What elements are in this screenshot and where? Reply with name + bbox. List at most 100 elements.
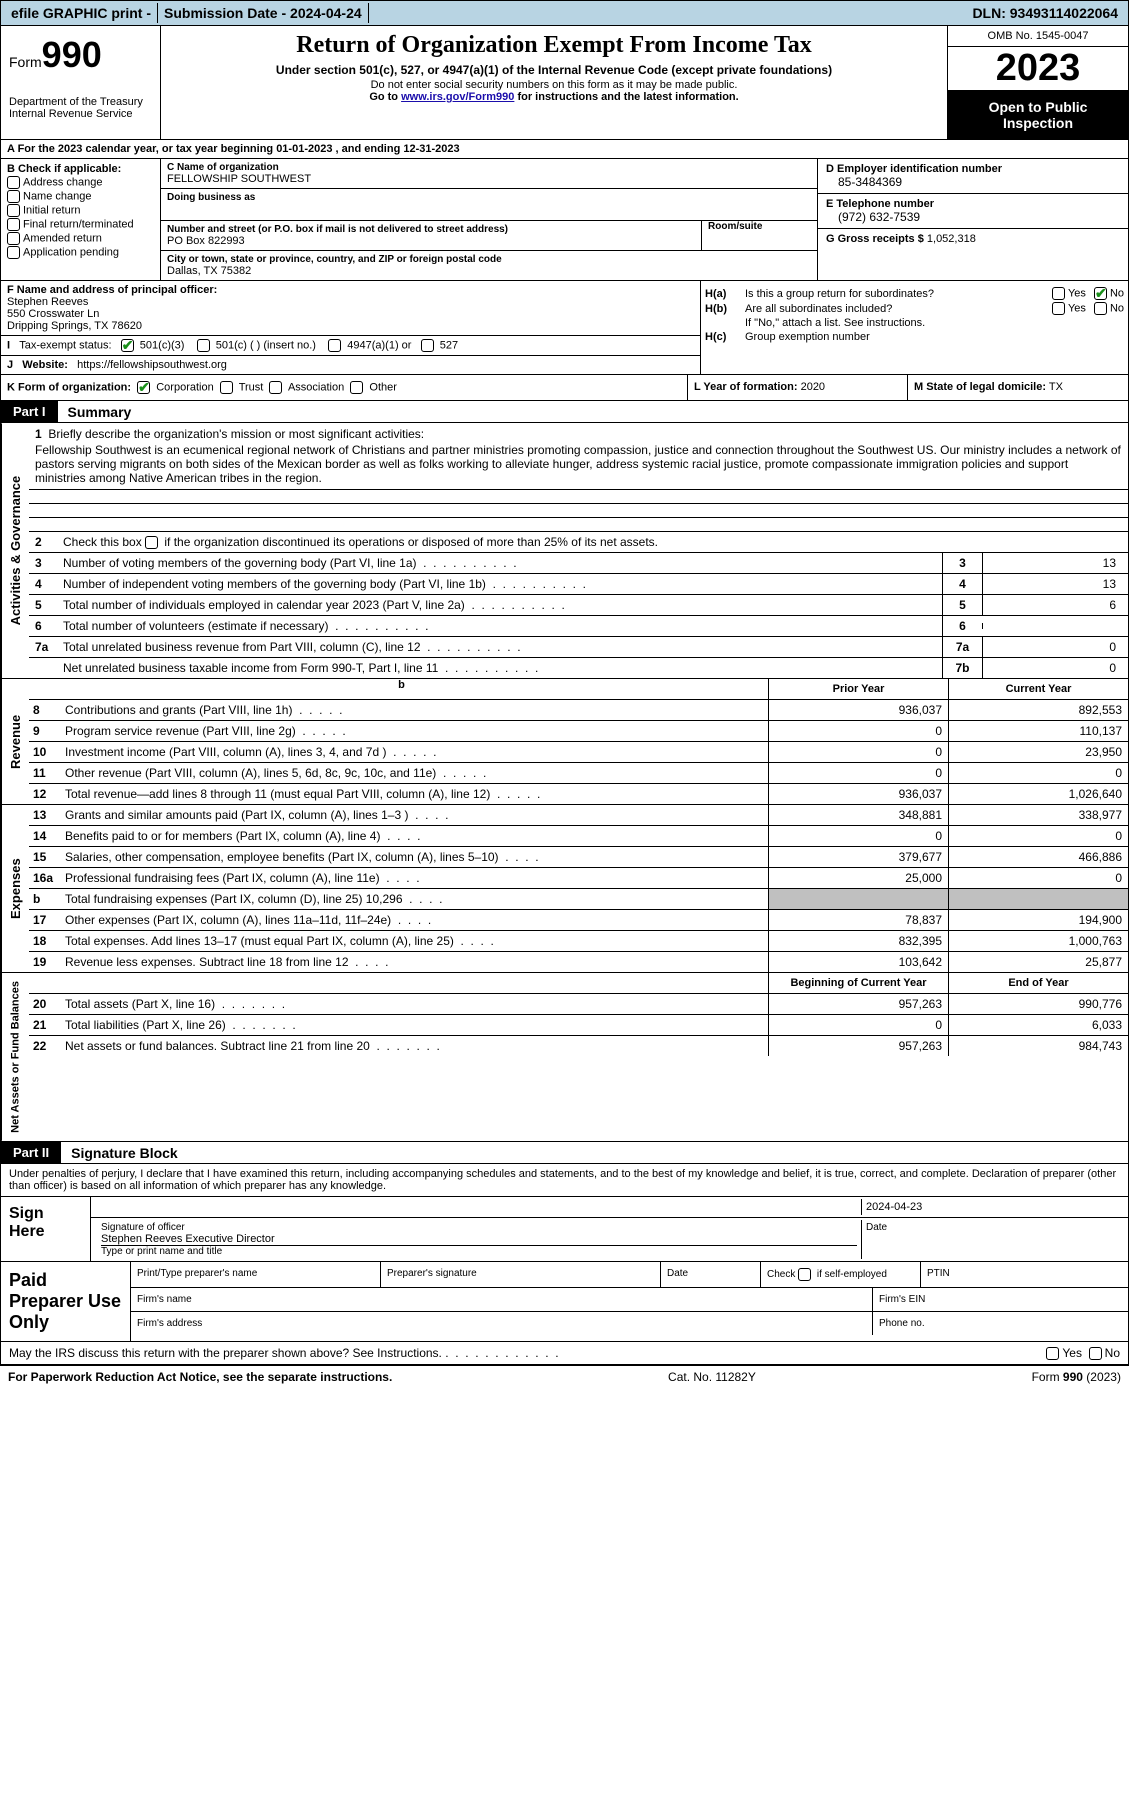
cat-no: Cat. No. 11282Y — [668, 1370, 756, 1384]
expenses-section: Expenses 13Grants and similar amounts pa… — [0, 805, 1129, 973]
governance-section: Activities & Governance 1 Briefly descri… — [0, 423, 1129, 679]
prep-date-label: Date — [661, 1262, 761, 1287]
chk-address[interactable]: Address change — [7, 176, 154, 189]
net-assets-section: Net Assets or Fund Balances Beginning of… — [0, 973, 1129, 1142]
ha-yes[interactable] — [1052, 287, 1065, 300]
exp-line-b: bTotal fundraising expenses (Part IX, co… — [29, 889, 1128, 910]
section-c: C Name of organization FELLOWSHIP SOUTHW… — [161, 159, 818, 280]
hb-yes[interactable] — [1052, 302, 1065, 315]
website-url: https://fellowshipsouthwest.org — [77, 359, 227, 371]
chk-name[interactable]: Name change — [7, 190, 154, 203]
gross-label: G Gross receipts $ — [826, 233, 924, 245]
org-name-box: C Name of organization FELLOWSHIP SOUTHW… — [161, 159, 817, 189]
section-j: J Website: https://fellowshipsouthwest.o… — [1, 356, 700, 374]
officer-name: Stephen Reeves — [7, 296, 694, 308]
net-line-21: 21Total liabilities (Part X, line 26) . … — [29, 1015, 1128, 1036]
dba-label: Doing business as — [167, 192, 811, 203]
part2-header: Part II Signature Block — [0, 1142, 1129, 1164]
gov-line-6: 6Total number of volunteers (estimate if… — [29, 616, 1128, 637]
prep-sig-label: Preparer's signature — [381, 1262, 661, 1287]
firm-phone-label: Phone no. — [873, 1312, 1128, 1335]
goto-prefix: Go to — [369, 91, 401, 103]
officer-sig: Stephen Reeves Executive Director — [101, 1233, 857, 1246]
revenue-header: b Prior Year Current Year — [29, 679, 1128, 700]
dept-treasury: Department of the Treasury — [9, 96, 152, 108]
sign-here-label: Sign Here — [1, 1197, 91, 1261]
blank-line-1 — [29, 490, 1128, 504]
org-name-label: C Name of organization — [167, 162, 811, 173]
dba-box: Doing business as — [161, 189, 817, 221]
gov-line-7b: Net unrelated business taxable income fr… — [29, 658, 1128, 678]
hb-row: H(b) Are all subordinates included? YesN… — [705, 302, 1124, 315]
org-name: FELLOWSHIP SOUTHWEST — [167, 173, 811, 185]
room-label: Room/suite — [708, 221, 811, 232]
part2-label: Part II — [1, 1142, 61, 1163]
governance-content: 1 Briefly describe the organization's mi… — [29, 423, 1128, 678]
ha-no[interactable] — [1094, 287, 1107, 300]
chk-501c3[interactable] — [121, 339, 134, 352]
irs-label: Internal Revenue Service — [9, 108, 152, 120]
discuss-text: May the IRS discuss this return with the… — [9, 1346, 442, 1360]
chk-527[interactable] — [421, 339, 434, 352]
sig-date-line: 2024-04-23 — [91, 1197, 1128, 1218]
phone: (972) 632-7539 — [826, 210, 1120, 224]
chk-assoc[interactable] — [269, 381, 282, 394]
chk-other[interactable] — [350, 381, 363, 394]
form-title: Return of Organization Exempt From Incom… — [167, 32, 941, 59]
header-bar: efile GRAPHIC print - Submission Date - … — [0, 0, 1129, 26]
gov-line-7a: 7aTotal unrelated business revenue from … — [29, 637, 1128, 658]
rev-line-11: 11Other revenue (Part VIII, column (A), … — [29, 763, 1128, 784]
begin-year-hdr: Beginning of Current Year — [768, 973, 948, 993]
domicile: TX — [1049, 381, 1063, 393]
open-inspection: Open to Public Inspection — [948, 91, 1128, 139]
entity-block: A For the 2023 calendar year, or tax yea… — [0, 140, 1129, 281]
m-label: M State of legal domicile: — [914, 381, 1046, 393]
chk-final[interactable]: Final return/terminated — [7, 218, 154, 231]
mission-text: Fellowship Southwest is an ecumenical re… — [35, 443, 1122, 485]
ein: 85-3484369 — [826, 175, 1120, 189]
gov-line-5: 5Total number of individuals employed in… — [29, 595, 1128, 616]
chk-pending[interactable]: Application pending — [7, 246, 154, 259]
section-b: B Check if applicable: Address change Na… — [1, 159, 161, 280]
form-subtitle: Under section 501(c), 527, or 4947(a)(1)… — [167, 63, 941, 77]
discuss-no[interactable] — [1089, 1347, 1102, 1360]
chk-corp[interactable] — [137, 381, 150, 394]
prior-year-hdr: Prior Year — [768, 679, 948, 699]
discuss-yes[interactable] — [1046, 1347, 1059, 1360]
exp-line-17: 17Other expenses (Part IX, column (A), l… — [29, 910, 1128, 931]
year-box: OMB No. 1545-0047 2023 Open to Public In… — [948, 26, 1128, 139]
hc-text: Group exemption number — [745, 331, 1124, 343]
type-label: Type or print name and title — [101, 1246, 857, 1257]
k-label: K Form of organization: — [7, 381, 131, 393]
irs-url[interactable]: www.irs.gov/Form990 — [401, 91, 514, 103]
officer-street: 550 Crosswater Ln — [7, 308, 694, 320]
signature-block: Under penalties of perjury, I declare th… — [0, 1164, 1129, 1342]
street-box: Number and street (or P.O. box if mail i… — [161, 221, 817, 251]
chk-4947[interactable] — [328, 339, 341, 352]
preparer-row: Paid Preparer Use Only Print/Type prepar… — [1, 1261, 1128, 1341]
chk-amended[interactable]: Amended return — [7, 232, 154, 245]
chk-initial[interactable]: Initial return — [7, 204, 154, 217]
chk-trust[interactable] — [220, 381, 233, 394]
chk-501c[interactable] — [197, 339, 210, 352]
firm-ein-label: Firm's EIN — [873, 1288, 1128, 1311]
current-year-hdr: Current Year — [948, 679, 1128, 699]
efile-label: efile GRAPHIC print - — [5, 3, 158, 23]
city-label: City or town, state or province, country… — [167, 254, 811, 265]
section-m: M State of legal domicile: TX — [908, 375, 1128, 400]
net-line-20: 20Total assets (Part X, line 16) . . . .… — [29, 994, 1128, 1015]
blank-line-3 — [29, 518, 1128, 532]
exp-line-15: 15Salaries, other compensation, employee… — [29, 847, 1128, 868]
firm-name-label: Firm's name — [131, 1288, 873, 1311]
revenue-content: b Prior Year Current Year 8Contributions… — [29, 679, 1128, 804]
chk-self-emp[interactable] — [798, 1268, 811, 1281]
officer-label: F Name and address of principal officer: — [7, 284, 694, 296]
l-label: L Year of formation: — [694, 381, 798, 393]
year-formation: 2020 — [801, 381, 825, 393]
exp-line-14: 14Benefits paid to or for members (Part … — [29, 826, 1128, 847]
firm-addr-label: Firm's address — [131, 1312, 873, 1335]
revenue-label: Revenue — [1, 679, 29, 804]
city-box: City or town, state or province, country… — [161, 251, 817, 280]
chk-discontinued[interactable] — [145, 536, 158, 549]
hb-no[interactable] — [1094, 302, 1107, 315]
